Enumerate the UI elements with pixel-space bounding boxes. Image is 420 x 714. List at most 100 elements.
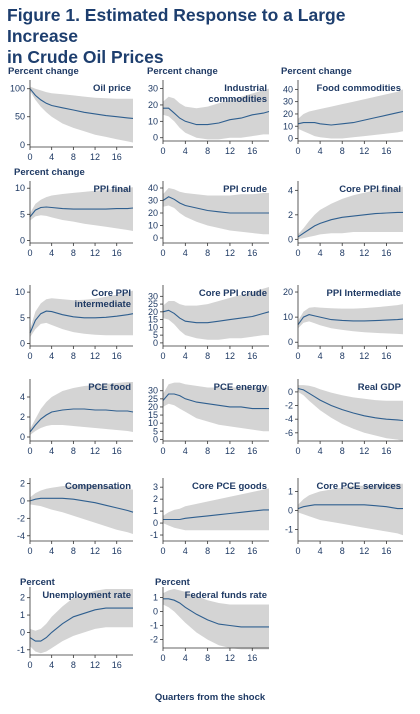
y-tick-label-core-ppi-intermediate: 0: [20, 338, 25, 348]
y-tick-label-ppi-intermediate: 10: [283, 312, 293, 322]
x-tick-label-core-ppi-crude: 16: [247, 351, 257, 361]
y-tick-label-core-pce-services: -1: [285, 525, 293, 535]
x-tick-label-industrial-commodities: 16: [247, 146, 257, 156]
y-tick-label-federal-funds-rate: 0: [153, 606, 158, 616]
x-tick-label-ppi-crude: 8: [205, 248, 210, 258]
y-tick-label-federal-funds-rate: -2: [150, 635, 158, 645]
x-tick-label-compensation: 16: [112, 546, 122, 556]
unit-label-industrial-commodities: Percent change: [147, 66, 218, 77]
y-tick-label-compensation: 0: [20, 496, 25, 506]
panel-title-core-ppi-intermediate: Core PPI: [91, 288, 131, 299]
y-tick-label-core-ppi-crude: 25: [148, 299, 158, 309]
x-tick-label-ppi-intermediate: 0: [295, 351, 300, 361]
x-tick-label-ppi-final: 8: [71, 248, 76, 258]
panel-food-commodities: 0 10 20 30 40 0 4 8 12 16 Food commodities Percent …: [281, 66, 404, 156]
y-tick-label-compensation: -4: [17, 531, 25, 541]
response-line-core-ppi-final: [297, 211, 403, 238]
x-tick-label-pce-food: 12: [90, 446, 100, 456]
y-tick-label-real-gdp: -4: [285, 414, 293, 424]
x-tick-label-compensation: 4: [49, 546, 54, 556]
unit-label-oil-price: Percent change: [8, 66, 79, 77]
x-tick-label-ppi-crude: 12: [225, 248, 235, 258]
figure-title-line1: Figure 1. Estimated Response to a Large …: [7, 5, 346, 46]
y-tick-label-pce-energy: 20: [148, 402, 158, 412]
y-tick-label-core-pce-goods: 1: [153, 506, 158, 516]
y-tick-label-ppi-intermediate: 20: [283, 287, 293, 297]
x-tick-label-compensation: 12: [90, 546, 100, 556]
y-tick-label-ppi-crude: 30: [148, 196, 158, 206]
y-tick-label-core-ppi-final: 4: [288, 185, 293, 195]
x-tick-label-pce-food: 4: [49, 446, 54, 456]
figure-title-line2: in Crude Oil Prices: [7, 47, 164, 67]
panel-title-federal-funds-rate: Federal funds rate: [185, 590, 267, 601]
confidence-band-core-ppi-intermediate: [30, 290, 133, 338]
y-tick-label-real-gdp: -2: [285, 401, 293, 411]
x-axis-label: Quarters from the shock: [154, 692, 266, 703]
x-tick-label-real-gdp: 8: [340, 446, 345, 456]
y-tick-label-real-gdp: 0: [288, 387, 293, 397]
x-tick-label-industrial-commodities: 12: [225, 146, 235, 156]
y-tick-label-unemployment-rate: 1: [20, 610, 25, 620]
y-tick-label-ppi-crude: 20: [148, 208, 158, 218]
y-tick-label-food-commodities: 20: [283, 109, 293, 119]
x-tick-label-pce-energy: 0: [160, 446, 165, 456]
y-tick-label-unemployment-rate: 0: [20, 627, 25, 637]
y-tick-label-core-pce-goods: 3: [153, 482, 158, 492]
x-tick-label-food-commodities: 0: [295, 146, 300, 156]
panel-title-pce-food: PCE food: [88, 382, 131, 393]
y-tick-label-core-ppi-crude: 0: [153, 338, 158, 348]
x-tick-label-food-commodities: 12: [359, 146, 369, 156]
x-tick-label-core-ppi-intermediate: 12: [90, 351, 100, 361]
x-tick-label-industrial-commodities: 4: [183, 146, 188, 156]
x-tick-label-pce-energy: 4: [183, 446, 188, 456]
panel-title-industrial-commodities: commodities: [208, 94, 267, 105]
panel-title-real-gdp: Real GDP: [358, 382, 402, 393]
response-line-ppi-intermediate: [297, 314, 404, 326]
y-tick-label-compensation: -2: [17, 513, 25, 523]
y-tick-label-industrial-commodities: 10: [148, 116, 158, 126]
x-tick-label-unemployment-rate: 16: [112, 660, 122, 670]
y-tick-label-oil-price: 50: [15, 112, 25, 122]
x-tick-label-core-ppi-intermediate: 0: [27, 351, 32, 361]
x-tick-label-core-ppi-final: 16: [381, 248, 391, 258]
y-tick-label-pce-energy: 25: [148, 394, 158, 404]
x-tick-label-oil-price: 4: [49, 152, 54, 162]
x-tick-label-ppi-final: 12: [90, 248, 100, 258]
x-tick-label-core-pce-goods: 4: [183, 546, 188, 556]
y-tick-label-pce-energy: 5: [153, 426, 158, 436]
x-tick-label-oil-price: 16: [112, 152, 122, 162]
y-tick-label-oil-price: 0: [20, 140, 25, 150]
x-tick-label-core-ppi-final: 4: [318, 248, 323, 258]
y-tick-label-core-pce-services: 1: [288, 486, 293, 496]
x-tick-label-core-ppi-intermediate: 4: [49, 351, 54, 361]
panel-title-core-ppi-final: Core PPI final: [339, 184, 401, 195]
response-line-core-pce-services: [297, 504, 403, 510]
panel-title-food-commodities: Food commodities: [317, 83, 401, 94]
x-tick-label-core-ppi-crude: 8: [205, 351, 210, 361]
y-tick-label-real-gdp: -6: [285, 428, 293, 438]
x-tick-label-ppi-intermediate: 8: [340, 351, 345, 361]
x-tick-label-core-ppi-final: 0: [295, 248, 300, 258]
y-tick-label-core-pce-goods: 2: [153, 494, 158, 504]
confidence-band-core-pce-goods: [163, 488, 269, 531]
panel-pce-food: 0 2 4 0 4 8 12 16 PCE food: [20, 379, 134, 456]
panel-ppi-intermediate: 0 10 20 0 4 8 12 16 PPI Intermediate: [283, 285, 404, 361]
panel-title-ppi-final: PPI final: [94, 184, 131, 195]
y-tick-label-food-commodities: 10: [283, 121, 293, 131]
panel-title-compensation: Compensation: [65, 481, 131, 492]
x-tick-label-pce-food: 16: [112, 446, 122, 456]
x-tick-label-food-commodities: 4: [318, 146, 323, 156]
x-tick-label-core-ppi-crude: 0: [160, 351, 165, 361]
panel-oil-price: 0 50 100 0 4 8 12 16 Oil price Percent change: [8, 66, 134, 162]
confidence-band-core-ppi-crude: [163, 287, 269, 340]
x-tick-label-compensation: 0: [27, 546, 32, 556]
x-tick-label-oil-price: 0: [27, 152, 32, 162]
confidence-band-oil-price: [30, 86, 133, 143]
x-tick-label-core-ppi-final: 12: [359, 248, 369, 258]
